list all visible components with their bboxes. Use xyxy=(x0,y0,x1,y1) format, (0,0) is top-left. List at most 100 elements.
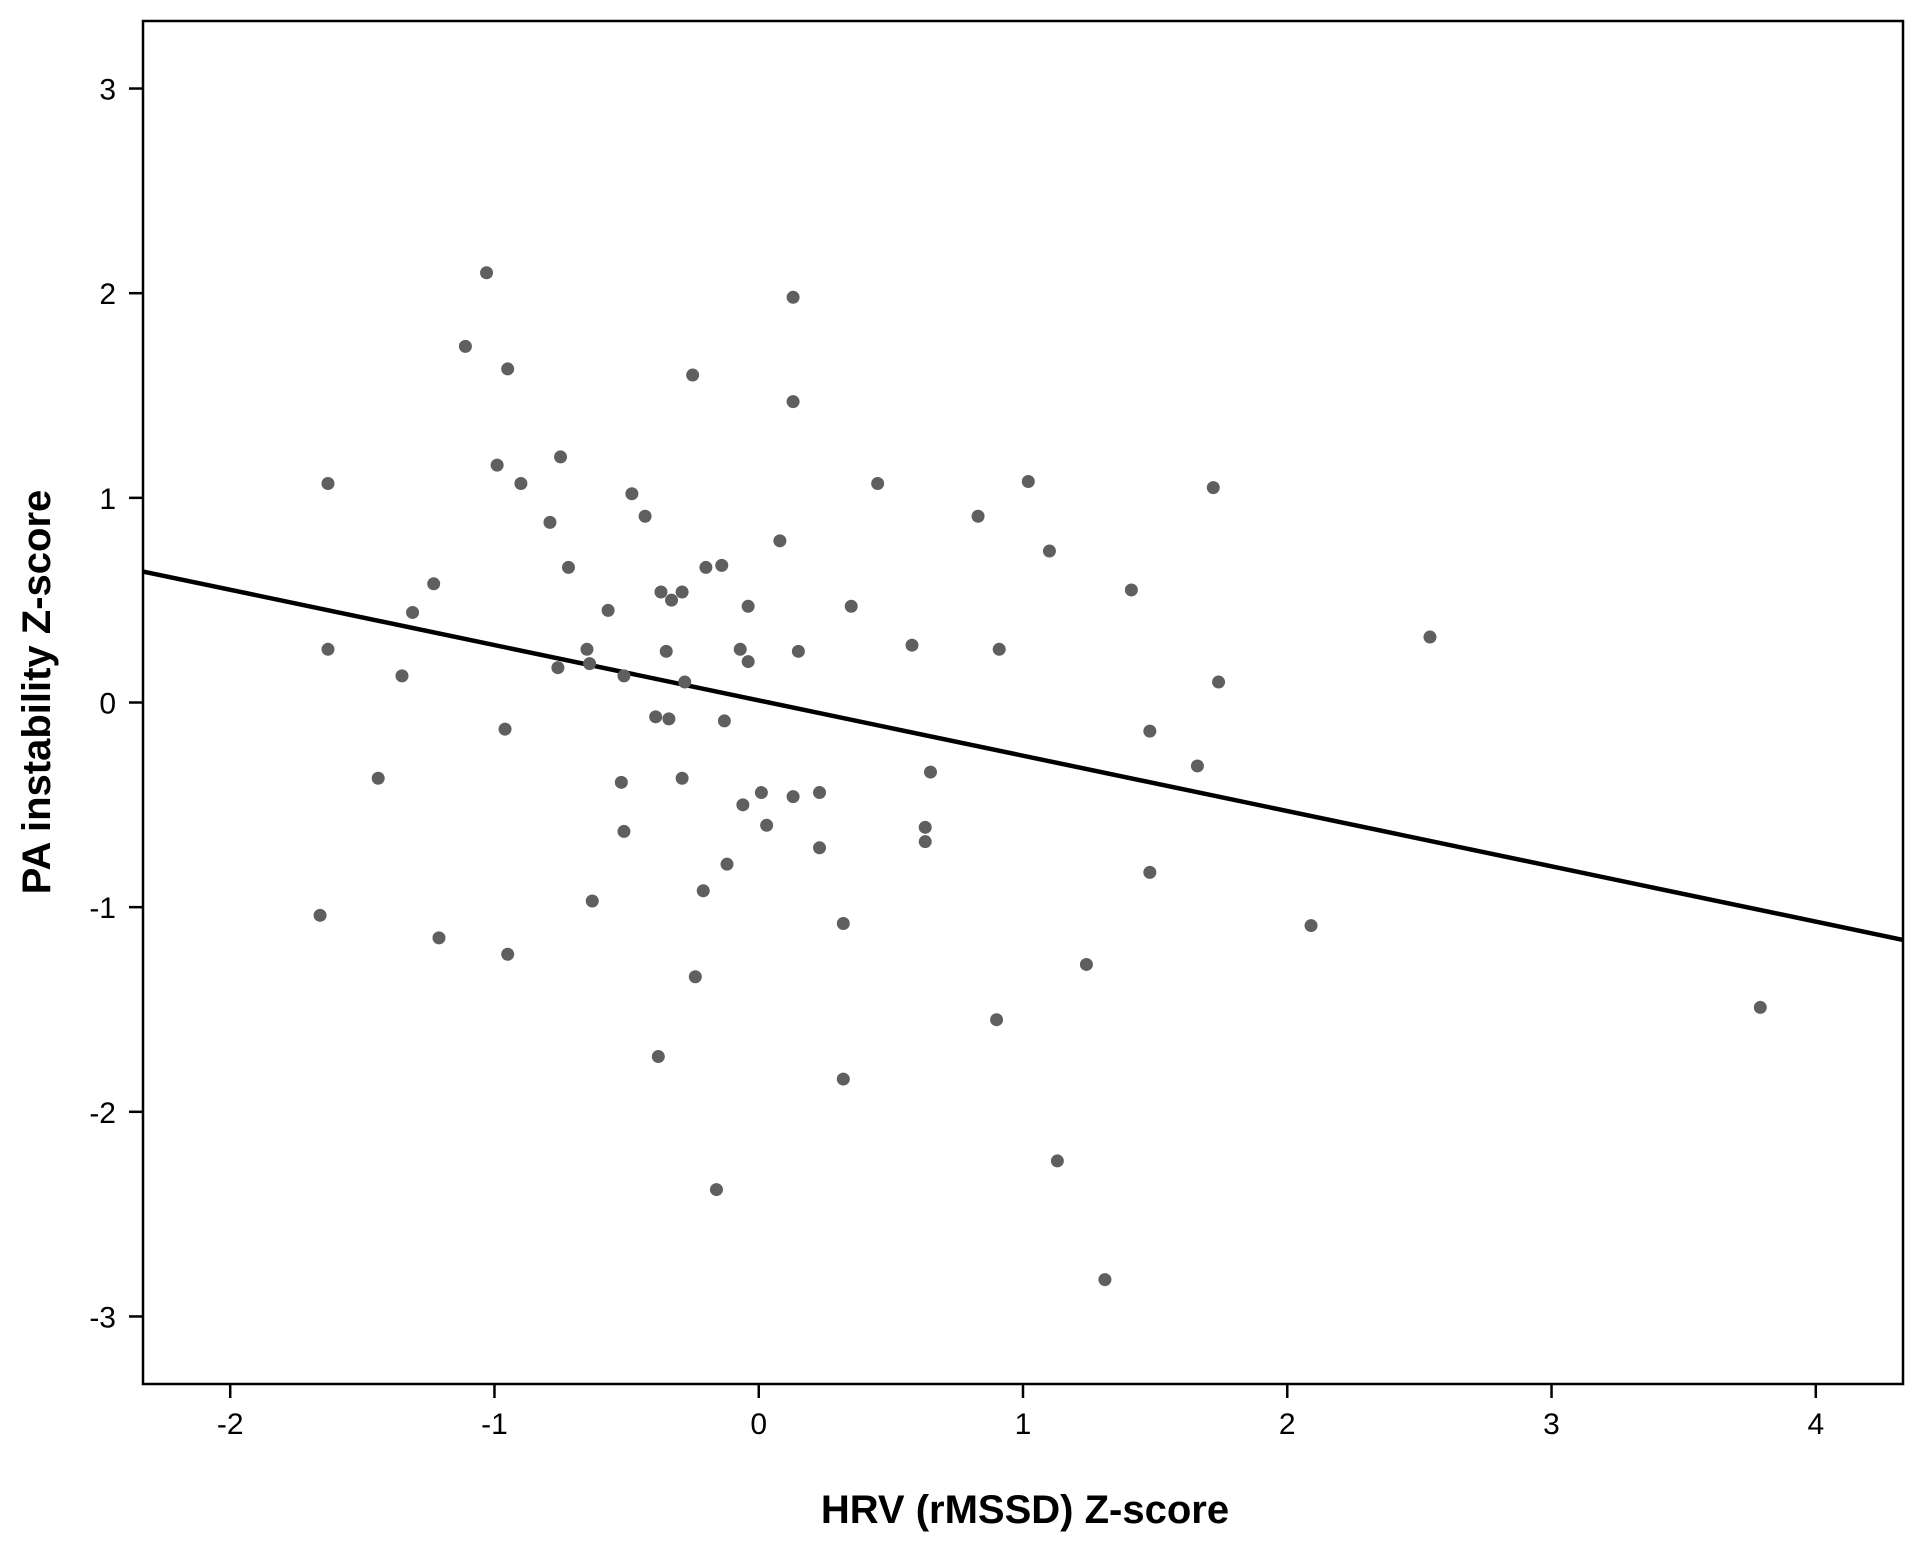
data-point xyxy=(427,577,441,591)
plot-frame xyxy=(141,19,1905,1386)
data-point xyxy=(601,603,615,617)
data-point xyxy=(924,765,938,779)
data-point xyxy=(836,917,850,931)
data-point xyxy=(836,1072,850,1086)
data-point xyxy=(741,655,755,669)
data-point xyxy=(1050,1154,1064,1168)
data-point xyxy=(773,534,787,548)
data-point xyxy=(625,487,639,501)
data-point xyxy=(786,290,800,304)
data-point xyxy=(813,841,827,855)
data-point xyxy=(696,884,710,898)
data-point xyxy=(717,714,731,728)
data-point xyxy=(760,818,774,832)
data-point xyxy=(583,657,597,671)
data-point xyxy=(638,509,652,523)
x-tick-label: 2 xyxy=(1279,1408,1296,1441)
data-point xyxy=(662,712,676,726)
data-point xyxy=(514,477,528,491)
y-tick-label: 0 xyxy=(99,688,116,721)
data-point xyxy=(1021,474,1035,488)
data-point xyxy=(1098,1273,1112,1287)
data-point xyxy=(918,835,932,849)
data-point xyxy=(786,395,800,409)
x-tick-label: 3 xyxy=(1543,1408,1560,1441)
data-point xyxy=(480,266,494,280)
data-point xyxy=(736,798,750,812)
y-tick-label: 3 xyxy=(99,74,116,107)
data-point xyxy=(675,585,689,599)
data-point xyxy=(659,644,673,658)
data-point xyxy=(709,1183,723,1197)
x-tick-label: -1 xyxy=(481,1408,508,1441)
y-tick-label: 2 xyxy=(99,278,116,311)
data-point xyxy=(754,786,768,800)
data-point xyxy=(498,722,512,736)
data-point xyxy=(1753,1000,1767,1014)
data-point xyxy=(617,824,631,838)
data-point xyxy=(1079,957,1093,971)
data-point xyxy=(1190,759,1204,773)
data-point xyxy=(313,908,327,922)
data-point xyxy=(871,477,885,491)
y-tick-label: -1 xyxy=(89,892,116,925)
data-point xyxy=(992,642,1006,656)
data-point xyxy=(458,339,472,353)
data-point xyxy=(551,661,565,675)
x-tick-label: 4 xyxy=(1807,1408,1824,1441)
data-point xyxy=(395,669,409,683)
data-point xyxy=(543,515,557,529)
data-point xyxy=(699,560,713,574)
data-point xyxy=(1206,481,1220,495)
data-point xyxy=(617,669,631,683)
data-point xyxy=(990,1013,1004,1027)
x-axis-title: HRV (rMSSD) Z-score xyxy=(821,1488,1229,1532)
data-point xyxy=(649,710,663,724)
data-point xyxy=(1124,583,1138,597)
data-point xyxy=(580,642,594,656)
data-point xyxy=(686,368,700,382)
data-point xyxy=(678,675,692,689)
data-point xyxy=(813,786,827,800)
data-point xyxy=(490,458,504,472)
x-tick-label: 1 xyxy=(1015,1408,1032,1441)
data-point xyxy=(741,599,755,613)
data-point xyxy=(1212,675,1226,689)
y-axis-title: PA instability Z-score xyxy=(15,490,59,895)
data-point xyxy=(501,947,515,961)
data-point xyxy=(554,450,568,464)
data-point xyxy=(1143,865,1157,879)
regression-line xyxy=(142,569,1904,943)
x-tick-label: -2 xyxy=(217,1408,244,1441)
data-point xyxy=(720,857,734,871)
data-point xyxy=(791,644,805,658)
y-tick-label: -3 xyxy=(89,1301,116,1334)
data-point xyxy=(1143,724,1157,738)
data-point xyxy=(786,790,800,804)
data-point xyxy=(501,362,515,376)
data-point xyxy=(715,558,729,572)
x-tick-label: 0 xyxy=(750,1408,767,1441)
data-point xyxy=(688,970,702,984)
y-tick-label: 1 xyxy=(99,483,116,516)
data-point xyxy=(733,642,747,656)
data-point xyxy=(844,599,858,613)
data-point xyxy=(654,585,668,599)
data-point xyxy=(585,894,599,908)
data-point xyxy=(918,820,932,834)
data-point xyxy=(614,775,628,789)
data-point xyxy=(561,560,575,574)
data-point xyxy=(1423,630,1437,644)
y-tick-label: -2 xyxy=(89,1097,116,1130)
data-point xyxy=(675,771,689,785)
data-point xyxy=(321,642,335,656)
data-point xyxy=(665,593,679,607)
data-point xyxy=(1042,544,1056,558)
data-point xyxy=(432,931,446,945)
data-point xyxy=(905,638,919,652)
data-point xyxy=(321,477,335,491)
data-point xyxy=(971,509,985,523)
data-point xyxy=(1304,919,1318,933)
data-point xyxy=(406,605,420,619)
